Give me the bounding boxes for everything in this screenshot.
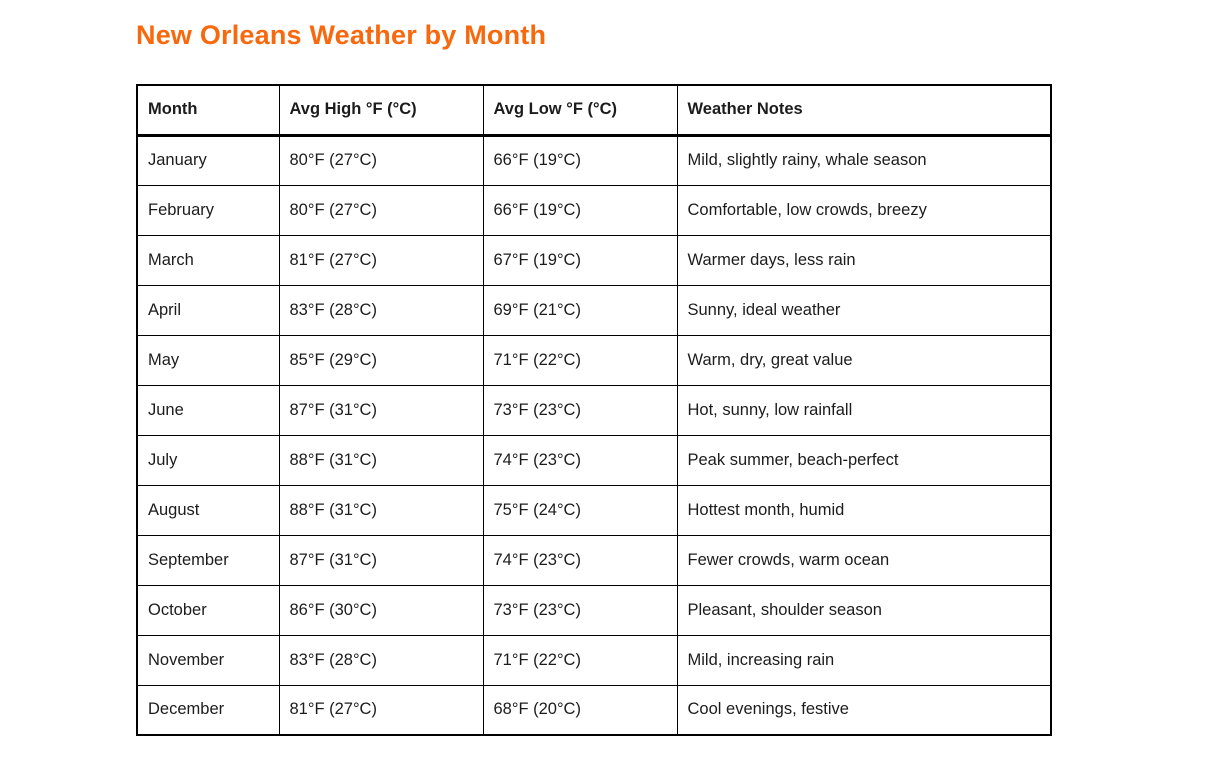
cell-avg-low: 73°F (23°C) <box>482 584 678 636</box>
cell-notes: Cool evenings, festive <box>676 684 1052 736</box>
cell-avg-low: 66°F (19°C) <box>482 134 678 186</box>
cell-month: May <box>136 334 280 386</box>
column-header-month: Month <box>136 84 280 137</box>
table-row: June 87°F (31°C) 73°F (23°C) Hot, sunny,… <box>136 384 1052 436</box>
cell-notes: Pleasant, shoulder season <box>676 584 1052 636</box>
cell-month: November <box>136 634 280 686</box>
cell-avg-high: 81°F (27°C) <box>278 234 484 286</box>
cell-month: February <box>136 184 280 236</box>
cell-notes: Warmer days, less rain <box>676 234 1052 286</box>
cell-avg-high: 80°F (27°C) <box>278 184 484 236</box>
cell-avg-high: 88°F (31°C) <box>278 434 484 486</box>
table-row: September 87°F (31°C) 74°F (23°C) Fewer … <box>136 534 1052 586</box>
table-row: March 81°F (27°C) 67°F (19°C) Warmer day… <box>136 234 1052 286</box>
cell-month: March <box>136 234 280 286</box>
cell-month: June <box>136 384 280 436</box>
cell-avg-low: 73°F (23°C) <box>482 384 678 436</box>
cell-month: August <box>136 484 280 536</box>
cell-month: January <box>136 134 280 186</box>
cell-month: December <box>136 684 280 736</box>
cell-avg-low: 75°F (24°C) <box>482 484 678 536</box>
table-body: January 80°F (27°C) 66°F (19°C) Mild, sl… <box>136 134 1052 736</box>
cell-notes: Comfortable, low crowds, breezy <box>676 184 1052 236</box>
cell-notes: Fewer crowds, warm ocean <box>676 534 1052 586</box>
cell-avg-high: 88°F (31°C) <box>278 484 484 536</box>
cell-avg-high: 87°F (31°C) <box>278 534 484 586</box>
cell-avg-high: 83°F (28°C) <box>278 634 484 686</box>
cell-notes: Sunny, ideal weather <box>676 284 1052 336</box>
weather-table: Month Avg High °F (°C) Avg Low °F (°C) W… <box>136 84 1052 736</box>
cell-notes: Mild, slightly rainy, whale season <box>676 134 1052 186</box>
cell-avg-low: 67°F (19°C) <box>482 234 678 286</box>
cell-month: October <box>136 584 280 636</box>
column-header-avg-low: Avg Low °F (°C) <box>482 84 678 137</box>
cell-avg-high: 86°F (30°C) <box>278 584 484 636</box>
table-row: May 85°F (29°C) 71°F (22°C) Warm, dry, g… <box>136 334 1052 386</box>
page-title: New Orleans Weather by Month <box>136 20 547 50</box>
column-header-notes: Weather Notes <box>676 84 1052 137</box>
table-row: February 80°F (27°C) 66°F (19°C) Comfort… <box>136 184 1052 236</box>
cell-month: September <box>136 534 280 586</box>
cell-avg-low: 68°F (20°C) <box>482 684 678 736</box>
cell-notes: Hottest month, humid <box>676 484 1052 536</box>
cell-avg-high: 80°F (27°C) <box>278 134 484 186</box>
cell-avg-high: 87°F (31°C) <box>278 384 484 436</box>
cell-avg-high: 85°F (29°C) <box>278 334 484 386</box>
cell-avg-low: 74°F (23°C) <box>482 534 678 586</box>
cell-avg-high: 81°F (27°C) <box>278 684 484 736</box>
cell-avg-high: 83°F (28°C) <box>278 284 484 336</box>
cell-notes: Mild, increasing rain <box>676 634 1052 686</box>
cell-avg-low: 71°F (22°C) <box>482 334 678 386</box>
table-row: November 83°F (28°C) 71°F (22°C) Mild, i… <box>136 634 1052 686</box>
column-header-avg-high: Avg High °F (°C) <box>278 84 484 137</box>
table-row: December 81°F (27°C) 68°F (20°C) Cool ev… <box>136 684 1052 736</box>
cell-avg-low: 71°F (22°C) <box>482 634 678 686</box>
cell-notes: Hot, sunny, low rainfall <box>676 384 1052 436</box>
table-header-row: Month Avg High °F (°C) Avg Low °F (°C) W… <box>136 84 1052 137</box>
cell-avg-low: 74°F (23°C) <box>482 434 678 486</box>
table-row: January 80°F (27°C) 66°F (19°C) Mild, sl… <box>136 134 1052 186</box>
cell-avg-low: 66°F (19°C) <box>482 184 678 236</box>
document-page: New Orleans Weather by Month Month Avg H… <box>136 20 1052 736</box>
table-row: April 83°F (28°C) 69°F (21°C) Sunny, ide… <box>136 284 1052 336</box>
cell-month: July <box>136 434 280 486</box>
cell-notes: Peak summer, beach-perfect <box>676 434 1052 486</box>
cell-avg-low: 69°F (21°C) <box>482 284 678 336</box>
table-row: October 86°F (30°C) 73°F (23°C) Pleasant… <box>136 584 1052 636</box>
cell-month: April <box>136 284 280 336</box>
cell-notes: Warm, dry, great value <box>676 334 1052 386</box>
table-row: July 88°F (31°C) 74°F (23°C) Peak summer… <box>136 434 1052 486</box>
table-row: August 88°F (31°C) 75°F (24°C) Hottest m… <box>136 484 1052 536</box>
